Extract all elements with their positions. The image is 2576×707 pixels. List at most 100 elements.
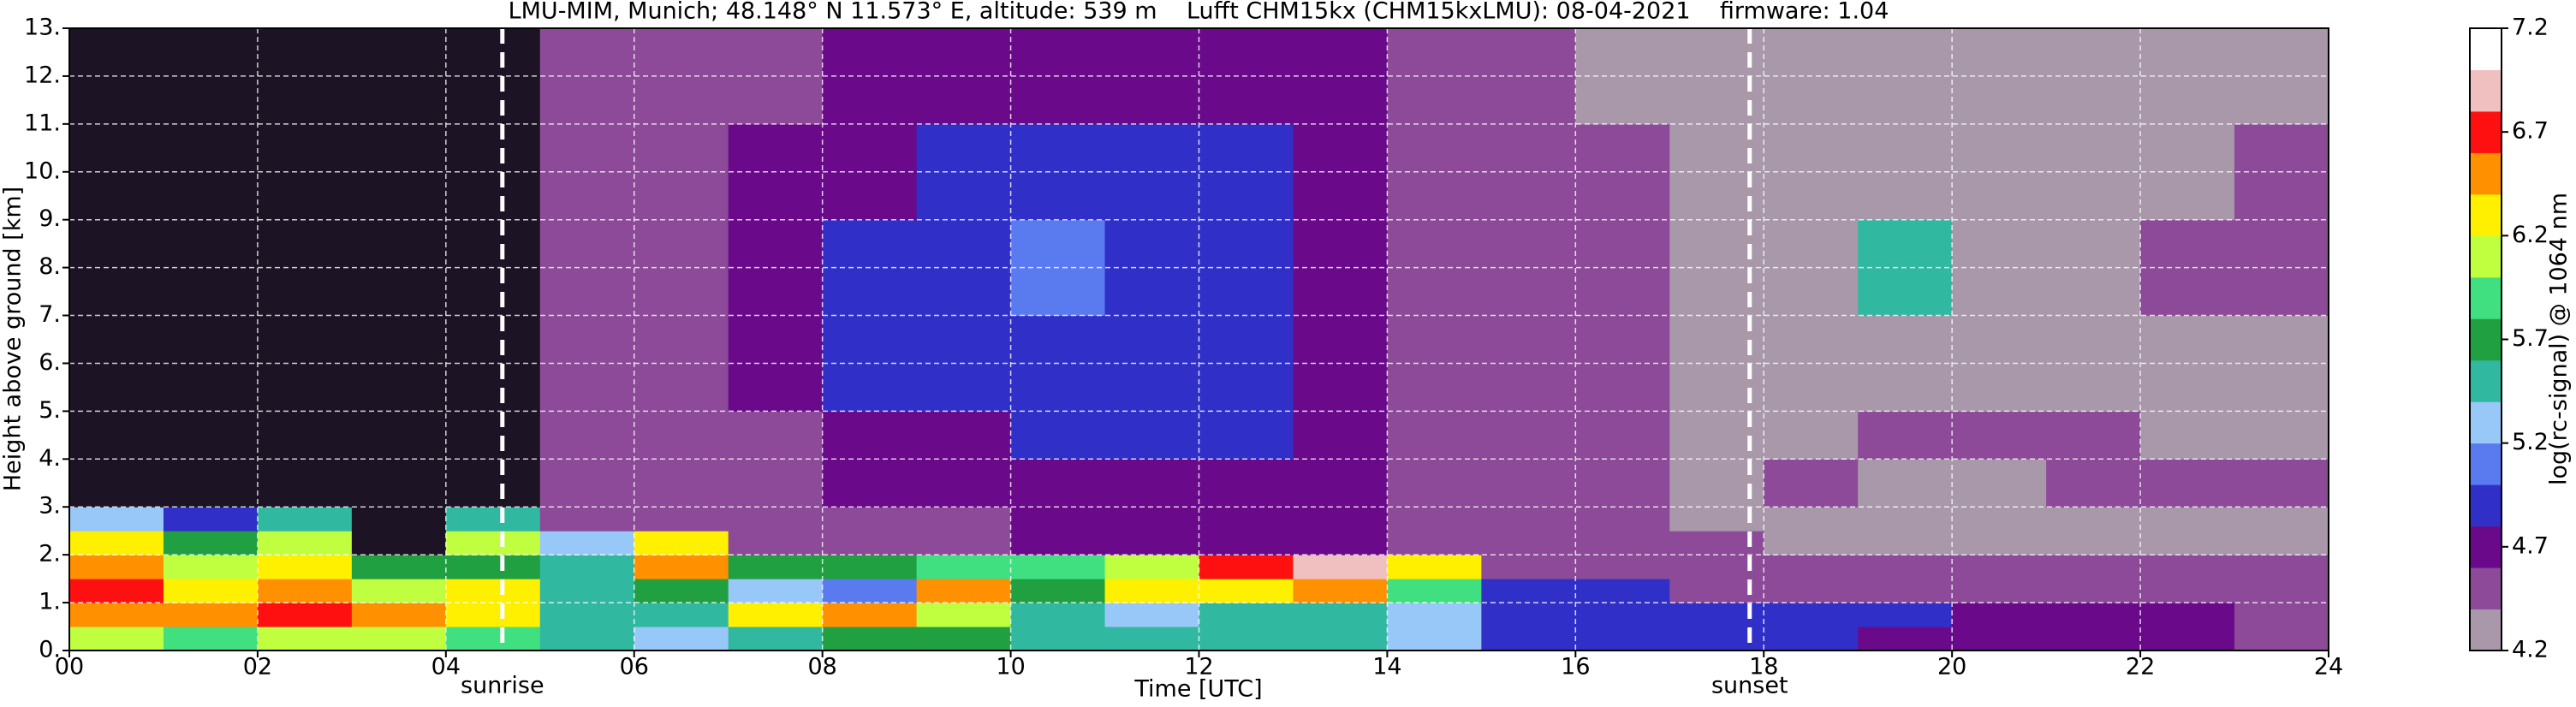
- heatmap-cell: [1199, 603, 1294, 627]
- heatmap-cell: [539, 459, 635, 508]
- heatmap-cell: [1764, 579, 1859, 603]
- heatmap-cell: [1199, 627, 1294, 651]
- heatmap-cell: [2234, 627, 2329, 651]
- heatmap-cell: [539, 555, 635, 579]
- heatmap-cell: [916, 507, 1012, 532]
- heatmap-cell: [69, 411, 164, 460]
- heatmap-cell: [351, 627, 447, 651]
- x-tick-label: 20: [1937, 654, 1966, 680]
- x-axis-label: Time [UTC]: [1133, 676, 1262, 703]
- heatmap-cell: [539, 579, 635, 603]
- heatmap-cell: [1481, 531, 1576, 556]
- heatmap-cell: [1764, 603, 1859, 627]
- heatmap-cell: [1387, 627, 1482, 651]
- heatmap-cell: [1481, 555, 1576, 579]
- colorbar-tick-label: 6.7: [2512, 118, 2549, 145]
- heatmap-cell: [1481, 627, 1576, 651]
- heatmap-cell: [1293, 507, 1388, 532]
- heatmap-cell: [916, 459, 1012, 508]
- colorbar-segment: [2470, 359, 2502, 402]
- colorbar-segment: [2470, 193, 2502, 236]
- heatmap-cell: [1952, 531, 2047, 556]
- heatmap-cell: [445, 459, 541, 508]
- heatmap-cell: [2140, 507, 2235, 532]
- y-tick-label: 7.: [39, 301, 61, 328]
- heatmap-cell: [1293, 603, 1388, 627]
- heatmap-cell: [1387, 579, 1482, 603]
- colorbar-segment: [2470, 484, 2502, 527]
- heatmap-cell: [1199, 459, 1294, 508]
- heatmap-cell: [822, 555, 918, 579]
- heatmap-cell: [1575, 603, 1670, 627]
- heatmap-cell: [2046, 627, 2141, 651]
- heatmap-cell: [1575, 459, 1670, 508]
- heatmap-cell: [1387, 411, 1482, 460]
- plot-frame: [68, 27, 2329, 651]
- heatmap-cell: [1764, 459, 1859, 508]
- x-tick-label: 16: [1561, 654, 1590, 680]
- heatmap-cell: [257, 459, 353, 508]
- heatmap-cell: [1199, 411, 1294, 460]
- heatmap-cell: [1858, 627, 1953, 651]
- heatmap-cell: [822, 603, 918, 627]
- heatmap-cell: [1387, 531, 1482, 556]
- colorbar-segment: [2470, 235, 2502, 278]
- heatmap-cell: [916, 531, 1012, 556]
- heatmap-cell: [1764, 627, 1859, 651]
- x-tick-label: 08: [807, 654, 836, 680]
- heatmap-cell: [69, 507, 164, 532]
- x-tick-label: 00: [55, 654, 84, 680]
- heatmap-cell: [916, 627, 1012, 651]
- heatmap-cell: [445, 555, 541, 579]
- heatmap-cell: [1481, 603, 1576, 627]
- heatmap-cell: [257, 411, 353, 460]
- heatmap-cell: [2140, 531, 2235, 556]
- heatmap-cell: [539, 531, 635, 556]
- heatmap-cell: [1858, 531, 1953, 556]
- colorbar-segment: [2470, 443, 2502, 485]
- x-tick-label: 10: [996, 654, 1025, 680]
- colorbar-tick-label: 6.2: [2512, 222, 2549, 248]
- chart-title: LMU-MIM, Munich; 48.148° N 11.573° E, al…: [509, 0, 1889, 25]
- y-tick-label: 3.: [39, 493, 61, 520]
- heatmap-cell: [163, 411, 259, 460]
- heatmap-cell: [539, 627, 635, 651]
- heatmap-cell: [69, 555, 164, 579]
- y-tick-label: 1.: [39, 589, 61, 615]
- heatmap-cell: [1481, 579, 1576, 603]
- heatmap-cell: [257, 627, 353, 651]
- heatmap-cell: [1010, 411, 1106, 460]
- colorbar-segment: [2470, 28, 2502, 70]
- y-tick-label: 13.: [24, 15, 61, 41]
- heatmap-cell: [2046, 603, 2141, 627]
- heatmap-cell: [1858, 411, 1953, 460]
- heatmap-cell: [2234, 459, 2329, 508]
- y-tick-label: 12.: [24, 62, 61, 88]
- heatmap-cell: [1858, 459, 1953, 508]
- heatmap-cell: [728, 507, 824, 532]
- x-tick-label: 06: [620, 654, 649, 680]
- heatmap-cell: [2140, 579, 2235, 603]
- colorbar-tick-label: 4.7: [2512, 532, 2549, 559]
- heatmap-cell: [1858, 555, 1953, 579]
- heatmap-cell: [822, 507, 918, 532]
- heatmap-cell: [1293, 411, 1388, 460]
- heatmap-cell: [822, 531, 918, 556]
- heatmap-cell: [916, 603, 1012, 627]
- heatmap-cell: [634, 555, 729, 579]
- heatmap-cell: [728, 603, 824, 627]
- heatmap-cell: [1010, 459, 1106, 508]
- colorbar-segment: [2470, 567, 2502, 610]
- heatmap-cell: [445, 411, 541, 460]
- heatmap-cell: [728, 531, 824, 556]
- heatmap-cell: [2046, 459, 2141, 508]
- heatmap-cell: [1104, 411, 1199, 460]
- heatmap-cell: [257, 603, 353, 627]
- heatmap-cell: [69, 459, 164, 508]
- heatmap-cell: [351, 579, 447, 603]
- heatmap-cell: [728, 459, 824, 508]
- heatmap-cell: [2046, 507, 2141, 532]
- heatmap-cell: [163, 531, 259, 556]
- heatmap-cell: [1199, 579, 1294, 603]
- heatmap-cell: [634, 531, 729, 556]
